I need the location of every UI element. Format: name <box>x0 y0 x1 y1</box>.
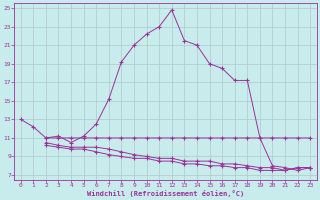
X-axis label: Windchill (Refroidissement éolien,°C): Windchill (Refroidissement éolien,°C) <box>87 190 244 197</box>
